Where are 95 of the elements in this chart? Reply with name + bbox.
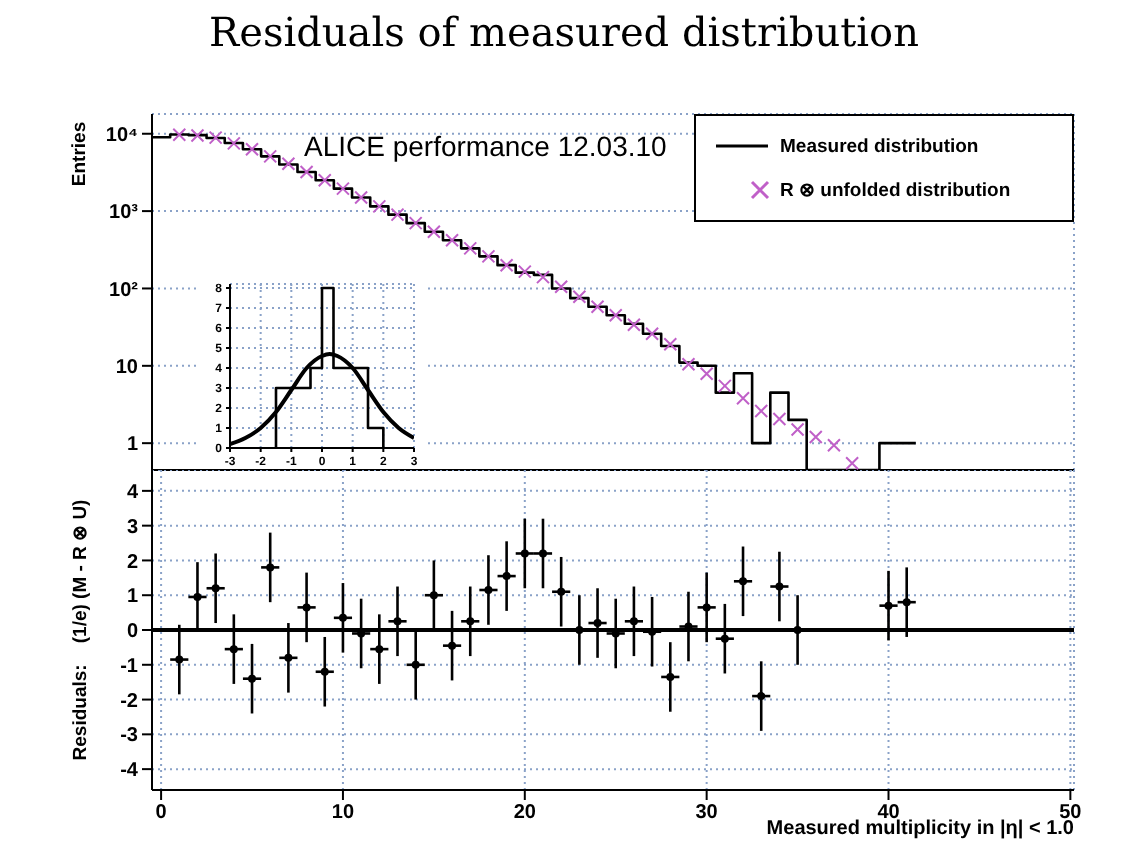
- point: [790, 422, 805, 437]
- point: [648, 627, 657, 636]
- y-tick-label: -4: [120, 760, 139, 783]
- chart-title: Residuals of measured distribution: [207, 8, 921, 56]
- y-tick-label: 10⁴: [105, 124, 139, 147]
- point: [720, 634, 729, 643]
- point: [535, 270, 550, 285]
- point: [281, 156, 296, 171]
- point: [808, 430, 823, 445]
- point: [517, 264, 532, 279]
- point: [757, 692, 766, 701]
- point: [172, 127, 187, 142]
- x-tick-label: 0: [155, 802, 168, 825]
- point: [557, 587, 566, 596]
- point: [481, 249, 496, 264]
- point: [299, 165, 314, 180]
- point: [284, 653, 293, 662]
- y-tick-label: 2: [126, 551, 139, 574]
- point: [826, 438, 841, 453]
- point: [626, 317, 641, 332]
- legend-label: R ⊗ unfolded distribution: [780, 178, 1011, 202]
- y-tick-label: 10²: [109, 279, 140, 302]
- point: [575, 626, 584, 634]
- annotation: ALICE performance 12.03.10: [304, 130, 667, 162]
- point: [884, 601, 893, 610]
- point: [390, 207, 405, 222]
- point: [375, 645, 384, 654]
- y-tick-label: 10: [115, 356, 139, 379]
- point: [593, 619, 602, 628]
- y-axis-title: Entries: [69, 121, 91, 187]
- point: [608, 308, 623, 323]
- point: [354, 190, 369, 205]
- point: [229, 645, 238, 654]
- y-tick-label: -2: [120, 690, 139, 713]
- point: [502, 572, 511, 581]
- point: [902, 598, 911, 607]
- point: [445, 233, 460, 248]
- point: [717, 378, 732, 393]
- point: [793, 626, 802, 634]
- point: [226, 136, 241, 151]
- x-tick-label: 20: [513, 802, 537, 825]
- point: [263, 149, 278, 164]
- x-tick-label: 10: [331, 802, 355, 825]
- point: [302, 603, 311, 612]
- point: [772, 412, 787, 427]
- point: [338, 613, 347, 622]
- y-tick-label: 1: [126, 586, 139, 609]
- point: [463, 241, 478, 256]
- point: [845, 456, 860, 470]
- legend-label: Measured distribution: [780, 135, 979, 157]
- point: [335, 181, 350, 196]
- point: [775, 582, 784, 591]
- point: [317, 173, 332, 188]
- y-tick-label: 10³: [109, 202, 140, 225]
- point: [554, 279, 569, 294]
- point: [411, 660, 420, 669]
- point: [211, 584, 220, 593]
- x-tick-label: 30: [695, 802, 719, 825]
- point: [590, 299, 605, 314]
- point: [466, 617, 475, 626]
- point: [645, 326, 660, 341]
- point: [499, 258, 514, 273]
- point: [666, 672, 675, 681]
- point: [372, 199, 387, 214]
- point: [426, 224, 441, 239]
- point: [408, 216, 423, 231]
- point: [663, 337, 678, 352]
- point: [484, 586, 493, 594]
- point: [681, 357, 696, 372]
- point: [266, 563, 275, 572]
- point: [448, 641, 457, 650]
- y-tick-label: 4: [126, 481, 139, 504]
- y-tick-label: -3: [120, 725, 139, 748]
- point: [190, 128, 205, 143]
- point: [538, 549, 547, 558]
- point: [208, 130, 223, 145]
- y-tick-label: 3: [126, 516, 139, 539]
- point: [572, 289, 587, 304]
- y-axis-title: Residuals: (1/e) (M - R ⊗ U): [68, 499, 92, 761]
- point: [629, 617, 638, 626]
- point: [193, 592, 202, 601]
- point: [739, 577, 748, 586]
- point: [520, 549, 529, 558]
- y-tick-label: 0: [126, 621, 139, 644]
- point: [702, 603, 711, 612]
- point: [429, 591, 438, 600]
- point: [393, 617, 402, 626]
- point: [248, 674, 257, 683]
- point: [175, 655, 184, 664]
- point: [699, 366, 714, 381]
- point: [320, 667, 329, 676]
- point: [245, 142, 260, 157]
- y-tick-label: -1: [120, 655, 139, 678]
- point: [754, 404, 769, 419]
- point: [736, 391, 751, 406]
